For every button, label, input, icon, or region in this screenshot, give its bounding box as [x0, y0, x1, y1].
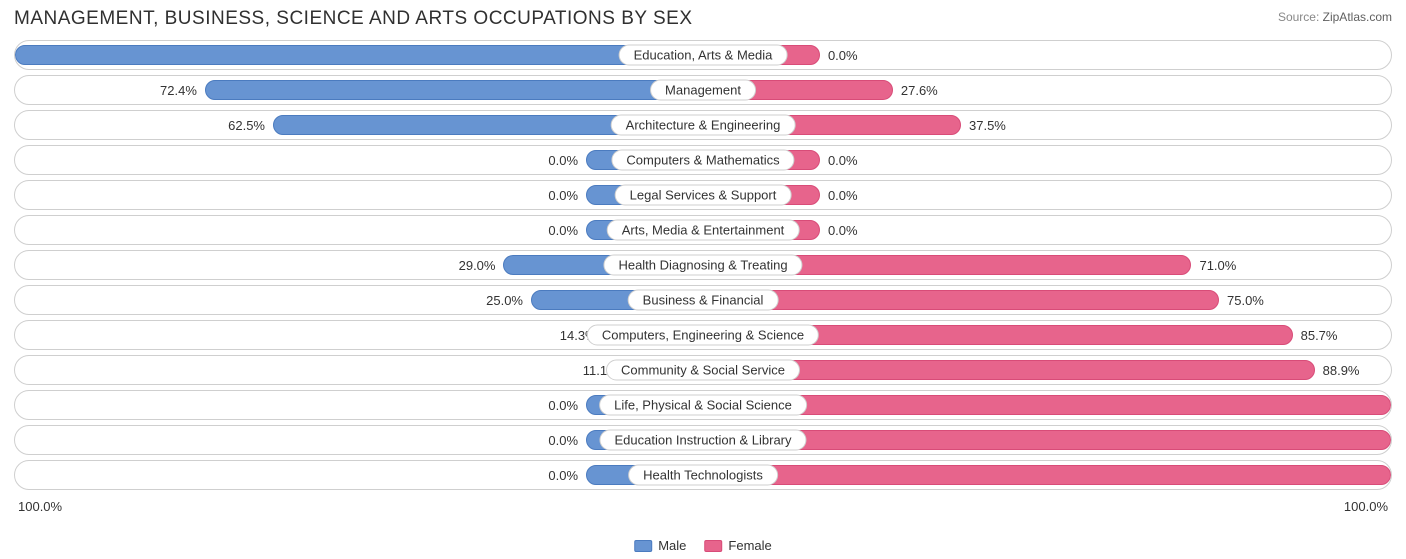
category-label: Life, Physical & Social Science — [599, 395, 807, 416]
male-half: 0.0% — [15, 216, 703, 244]
female-half: 75.0% — [703, 286, 1391, 314]
male-half: 0.0% — [15, 461, 703, 489]
bar-row: 25.0% 75.0% Business & Financial — [14, 285, 1392, 315]
category-label: Education, Arts & Media — [619, 45, 788, 66]
male-value: 29.0% — [459, 251, 496, 279]
male-half: 0.0% — [15, 146, 703, 174]
chart-source: Source: ZipAtlas.com — [1278, 8, 1392, 24]
female-value: 71.0% — [1199, 251, 1236, 279]
male-half: 11.1% — [15, 356, 703, 384]
category-label: Computers & Mathematics — [611, 150, 794, 171]
category-label: Management — [650, 80, 756, 101]
legend-male: Male — [634, 538, 686, 553]
category-label: Health Technologists — [628, 465, 778, 486]
chart-title: MANAGEMENT, BUSINESS, SCIENCE AND ARTS O… — [14, 8, 693, 30]
female-half: 27.6% — [703, 76, 1391, 104]
female-value: 0.0% — [828, 41, 858, 69]
female-value: 0.0% — [828, 181, 858, 209]
bar-row: 14.3%85.7%Computers, Engineering & Scien… — [14, 320, 1392, 350]
x-axis: 100.0% 100.0% — [0, 495, 1406, 514]
source-label: Source: — [1278, 10, 1319, 24]
male-swatch — [634, 540, 652, 552]
female-value: 0.0% — [828, 216, 858, 244]
category-label: Community & Social Service — [606, 360, 800, 381]
female-value: 75.0% — [1227, 286, 1264, 314]
male-half: 72.4% — [15, 76, 703, 104]
bar-row: 0.0% 0.0% Legal Services & Support — [14, 180, 1392, 210]
female-value: 88.9% — [1323, 356, 1360, 384]
male-value: 25.0% — [486, 286, 523, 314]
male-half: 29.0% — [15, 251, 703, 279]
female-half: 88.9% — [703, 356, 1391, 384]
legend-female-label: Female — [728, 538, 771, 553]
category-label: Architecture & Engineering — [611, 115, 796, 136]
category-label: Health Diagnosing & Treating — [603, 255, 802, 276]
female-half: 0.0% — [703, 146, 1391, 174]
female-swatch — [704, 540, 722, 552]
male-bar — [205, 80, 703, 100]
bar-row: 0.0% 0.0% Arts, Media & Entertainment — [14, 215, 1392, 245]
male-value: 0.0% — [548, 216, 578, 244]
female-bar — [703, 465, 1391, 485]
male-bar — [15, 45, 703, 65]
category-label: Business & Financial — [628, 290, 779, 311]
female-value: 37.5% — [969, 111, 1006, 139]
female-half: 0.0% — [703, 41, 1391, 69]
bar-row: 0.0%100.0%Education Instruction & Librar… — [14, 425, 1392, 455]
source-value: ZipAtlas.com — [1323, 10, 1392, 24]
male-value: 0.0% — [548, 181, 578, 209]
male-value: 0.0% — [548, 146, 578, 174]
bar-row: 0.0%100.0%Life, Physical & Social Scienc… — [14, 390, 1392, 420]
bar-row: 62.5% 37.5% Architecture & Engineering — [14, 110, 1392, 140]
female-half: 100.0% — [703, 461, 1391, 489]
legend-male-label: Male — [658, 538, 686, 553]
bar-row: 11.1% 88.9% Community & Social Service — [14, 355, 1392, 385]
bar-row: 0.0% 0.0% Computers & Mathematics — [14, 145, 1392, 175]
bar-row: 29.0% 71.0% Health Diagnosing & Treating — [14, 250, 1392, 280]
female-value: 27.6% — [901, 76, 938, 104]
legend-female: Female — [704, 538, 771, 553]
female-half: 71.0% — [703, 251, 1391, 279]
female-value: 0.0% — [828, 146, 858, 174]
chart-header: MANAGEMENT, BUSINESS, SCIENCE AND ARTS O… — [0, 0, 1406, 34]
category-label: Legal Services & Support — [615, 185, 792, 206]
male-value: 0.0% — [548, 426, 578, 454]
male-value: 72.4% — [160, 76, 197, 104]
male-half: 25.0% — [15, 286, 703, 314]
female-half: 0.0% — [703, 181, 1391, 209]
male-half: 62.5% — [15, 111, 703, 139]
male-value: 62.5% — [228, 111, 265, 139]
male-half: 100.0% — [15, 41, 703, 69]
axis-left-label: 100.0% — [18, 499, 62, 514]
female-half: 0.0% — [703, 216, 1391, 244]
female-half: 37.5% — [703, 111, 1391, 139]
axis-right-label: 100.0% — [1344, 499, 1388, 514]
legend: Male Female — [634, 538, 772, 553]
female-value: 85.7% — [1301, 321, 1338, 349]
category-label: Computers, Engineering & Science — [587, 325, 819, 346]
female-bar — [703, 290, 1219, 310]
male-half: 0.0% — [15, 181, 703, 209]
male-value: 0.0% — [548, 461, 578, 489]
male-value: 0.0% — [548, 391, 578, 419]
diverging-bar-chart: 100.0% 0.0% Education, Arts & Media 72.4% 27… — [0, 34, 1406, 490]
category-label: Education Instruction & Library — [599, 430, 806, 451]
category-label: Arts, Media & Entertainment — [607, 220, 800, 241]
bar-row: 0.0% 100.0%Health Technologists — [14, 460, 1392, 490]
bar-row: 72.4% 27.6% Management — [14, 75, 1392, 105]
bar-row: 100.0% 0.0% Education, Arts & Media — [14, 40, 1392, 70]
